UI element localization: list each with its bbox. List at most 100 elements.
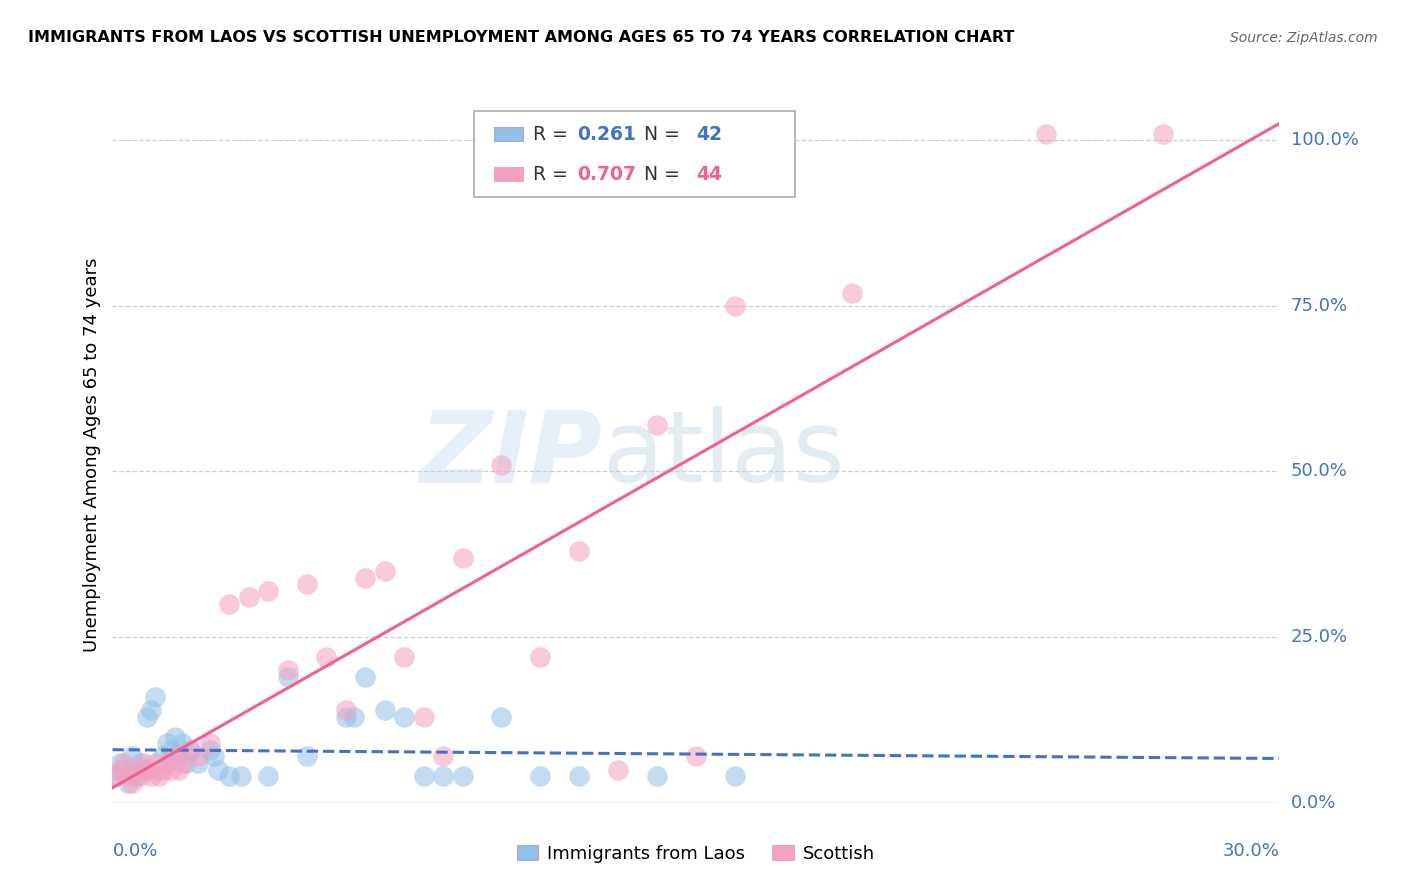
Point	[148, 763, 170, 777]
Point	[451, 769, 474, 783]
Point	[176, 756, 198, 770]
Point	[529, 650, 551, 665]
Point	[841, 285, 863, 300]
Point	[110, 756, 132, 770]
Text: N =: N =	[633, 164, 686, 184]
Point	[132, 763, 155, 777]
Text: 25.0%: 25.0%	[1291, 628, 1348, 646]
Point	[160, 743, 183, 757]
Point	[645, 769, 668, 783]
Point	[198, 736, 221, 750]
Point	[112, 763, 135, 777]
Point	[529, 769, 551, 783]
Point	[412, 769, 434, 783]
Point	[121, 749, 143, 764]
Point	[685, 749, 707, 764]
Point	[374, 703, 396, 717]
Point	[112, 756, 135, 770]
Point	[295, 577, 318, 591]
Point	[1035, 127, 1057, 141]
Point	[179, 743, 201, 757]
Point	[724, 769, 747, 783]
Point	[257, 583, 280, 598]
Point	[207, 763, 229, 777]
Point	[1152, 127, 1174, 141]
Point	[432, 749, 454, 764]
Text: 30.0%: 30.0%	[1223, 842, 1279, 860]
Text: IMMIGRANTS FROM LAOS VS SCOTTISH UNEMPLOYMENT AMONG AGES 65 TO 74 YEARS CORRELAT: IMMIGRANTS FROM LAOS VS SCOTTISH UNEMPLO…	[28, 29, 1015, 45]
Point	[143, 690, 166, 704]
Point	[172, 736, 194, 750]
Text: atlas: atlas	[603, 407, 844, 503]
Point	[163, 730, 186, 744]
Point	[141, 703, 163, 717]
Point	[160, 763, 183, 777]
Text: N =: N =	[633, 125, 686, 144]
Point	[152, 763, 174, 777]
Point	[117, 769, 139, 783]
Point	[394, 709, 416, 723]
Point	[335, 709, 357, 723]
Point	[187, 749, 209, 764]
Point	[229, 769, 252, 783]
Point	[724, 299, 747, 313]
Text: 44: 44	[696, 164, 723, 184]
Text: 100.0%: 100.0%	[1291, 131, 1358, 149]
Point	[121, 776, 143, 790]
Point	[335, 703, 357, 717]
Point	[354, 570, 377, 584]
Text: Source: ZipAtlas.com: Source: ZipAtlas.com	[1230, 30, 1378, 45]
Point	[568, 544, 591, 558]
Point	[136, 709, 159, 723]
Point	[187, 756, 209, 770]
Point	[276, 670, 298, 684]
Text: R =: R =	[533, 125, 574, 144]
Point	[141, 769, 163, 783]
Point	[315, 650, 337, 665]
Point	[394, 650, 416, 665]
Point	[568, 769, 591, 783]
Point	[374, 564, 396, 578]
Point	[143, 756, 166, 770]
Point	[607, 763, 630, 777]
Y-axis label: Unemployment Among Ages 65 to 74 years: Unemployment Among Ages 65 to 74 years	[83, 258, 101, 652]
Point	[132, 756, 155, 770]
Point	[172, 756, 194, 770]
Text: 0.707: 0.707	[578, 164, 636, 184]
FancyBboxPatch shape	[494, 167, 523, 181]
Point	[125, 769, 148, 783]
Point	[128, 769, 150, 783]
Point	[257, 769, 280, 783]
Point	[136, 763, 159, 777]
Text: R =: R =	[533, 164, 574, 184]
Point	[238, 591, 260, 605]
Point	[218, 769, 240, 783]
Point	[167, 749, 190, 764]
Text: 75.0%: 75.0%	[1291, 297, 1348, 315]
Point	[432, 769, 454, 783]
Point	[105, 769, 128, 783]
Point	[179, 743, 201, 757]
Point	[343, 709, 366, 723]
Point	[117, 776, 139, 790]
Point	[198, 743, 221, 757]
Text: 0.261: 0.261	[578, 125, 636, 144]
FancyBboxPatch shape	[494, 128, 523, 141]
Point	[202, 749, 225, 764]
Point	[125, 763, 148, 777]
Point	[128, 756, 150, 770]
Point	[451, 550, 474, 565]
Point	[110, 763, 132, 777]
FancyBboxPatch shape	[474, 111, 796, 197]
Legend: Immigrants from Laos, Scottish: Immigrants from Laos, Scottish	[509, 838, 883, 871]
Point	[167, 763, 190, 777]
Point	[156, 756, 179, 770]
Point	[491, 458, 513, 472]
Point	[156, 736, 179, 750]
Point	[218, 597, 240, 611]
Point	[148, 769, 170, 783]
Point	[163, 749, 186, 764]
Text: ZIP: ZIP	[419, 407, 603, 503]
Point	[645, 418, 668, 433]
Point	[412, 709, 434, 723]
